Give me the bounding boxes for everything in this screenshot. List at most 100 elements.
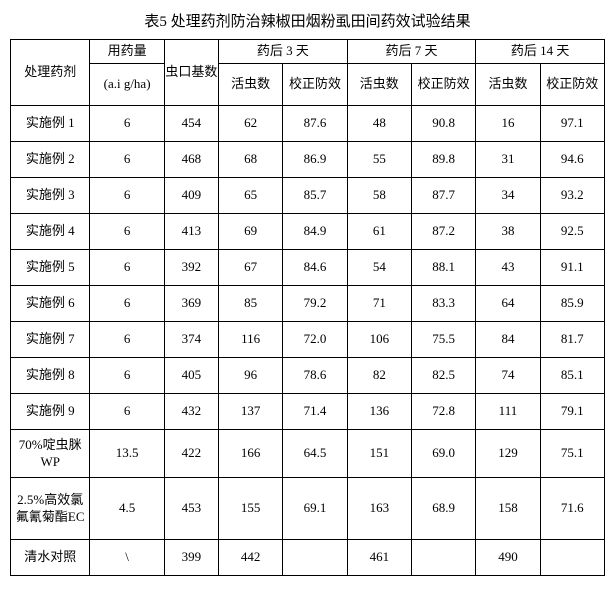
- header-d7-corr: 校正防效: [411, 64, 475, 106]
- table-row: 2.5%高效氯氟氰菊酯EC4.545315569.116368.915871.6: [11, 478, 605, 540]
- efficacy-table: 处理药剂 用药量 虫口基数 药后 3 天 药后 7 天 药后 14 天 (a.i…: [10, 39, 605, 576]
- cell-d14b: 79.1: [540, 394, 604, 430]
- cell-d7a: 61: [347, 214, 411, 250]
- cell-d7a: 55: [347, 142, 411, 178]
- cell-d3a: 69: [219, 214, 283, 250]
- header-d14-corr: 校正防效: [540, 64, 604, 106]
- table-row: 实施例 464136984.96187.23892.5: [11, 214, 605, 250]
- cell-d7b: 88.1: [411, 250, 475, 286]
- cell-d7a: 136: [347, 394, 411, 430]
- cell-d14a: 158: [476, 478, 540, 540]
- cell-d14a: 64: [476, 286, 540, 322]
- cell-base: 413: [164, 214, 218, 250]
- cell-d14b: 92.5: [540, 214, 604, 250]
- cell-d3b: 87.6: [283, 106, 347, 142]
- cell-d14b: 81.7: [540, 322, 604, 358]
- cell-d3a: 67: [219, 250, 283, 286]
- cell-d7a: 82: [347, 358, 411, 394]
- cell-d14a: 16: [476, 106, 540, 142]
- cell-d3a: 166: [219, 430, 283, 478]
- cell-dose: 4.5: [90, 478, 164, 540]
- cell-d3b: 85.7: [283, 178, 347, 214]
- cell-name: 2.5%高效氯氟氰菊酯EC: [11, 478, 90, 540]
- cell-d7a: 163: [347, 478, 411, 540]
- cell-name: 实施例 7: [11, 322, 90, 358]
- cell-d7b: [411, 540, 475, 576]
- table-row: 清水对照\399442461490: [11, 540, 605, 576]
- cell-d7b: 72.8: [411, 394, 475, 430]
- cell-d3a: 137: [219, 394, 283, 430]
- cell-d7b: 82.5: [411, 358, 475, 394]
- cell-d3a: 65: [219, 178, 283, 214]
- cell-name: 70%啶虫脒WP: [11, 430, 90, 478]
- cell-d7b: 87.7: [411, 178, 475, 214]
- table-row: 实施例 264686886.95589.83194.6: [11, 142, 605, 178]
- cell-dose: 6: [90, 106, 164, 142]
- cell-base: 453: [164, 478, 218, 540]
- cell-d14a: 34: [476, 178, 540, 214]
- cell-dose: 6: [90, 322, 164, 358]
- cell-dose: 13.5: [90, 430, 164, 478]
- cell-d7b: 87.2: [411, 214, 475, 250]
- cell-d14b: 97.1: [540, 106, 604, 142]
- cell-d14b: 85.1: [540, 358, 604, 394]
- cell-dose: 6: [90, 214, 164, 250]
- header-d3-live: 活虫数: [219, 64, 283, 106]
- cell-d7a: 54: [347, 250, 411, 286]
- cell-d7b: 89.8: [411, 142, 475, 178]
- cell-dose: 6: [90, 178, 164, 214]
- cell-base: 422: [164, 430, 218, 478]
- cell-name: 实施例 9: [11, 394, 90, 430]
- cell-d3b: [283, 540, 347, 576]
- table-row: 实施例 364096585.75887.73493.2: [11, 178, 605, 214]
- header-d7-live: 活虫数: [347, 64, 411, 106]
- table-row: 实施例 164546287.64890.81697.1: [11, 106, 605, 142]
- cell-d3a: 116: [219, 322, 283, 358]
- cell-d7a: 106: [347, 322, 411, 358]
- header-day14: 药后 14 天: [476, 40, 605, 64]
- cell-dose: 6: [90, 394, 164, 430]
- cell-d3a: 62: [219, 106, 283, 142]
- cell-base: 454: [164, 106, 218, 142]
- cell-name: 实施例 3: [11, 178, 90, 214]
- cell-name: 实施例 1: [11, 106, 90, 142]
- table-row: 实施例 7637411672.010675.58481.7: [11, 322, 605, 358]
- cell-base: 409: [164, 178, 218, 214]
- cell-d14a: 74: [476, 358, 540, 394]
- cell-d3b: 78.6: [283, 358, 347, 394]
- cell-base: 369: [164, 286, 218, 322]
- cell-d3b: 71.4: [283, 394, 347, 430]
- cell-base: 374: [164, 322, 218, 358]
- cell-d14a: 111: [476, 394, 540, 430]
- cell-name: 实施例 5: [11, 250, 90, 286]
- cell-d14a: 31: [476, 142, 540, 178]
- table-body: 实施例 164546287.64890.81697.1实施例 264686886…: [11, 106, 605, 576]
- cell-d14b: 93.2: [540, 178, 604, 214]
- cell-d3b: 64.5: [283, 430, 347, 478]
- cell-d14b: 71.6: [540, 478, 604, 540]
- cell-dose: 6: [90, 358, 164, 394]
- cell-d14b: 75.1: [540, 430, 604, 478]
- cell-name: 实施例 2: [11, 142, 90, 178]
- cell-d7a: 461: [347, 540, 411, 576]
- header-d3-corr: 校正防效: [283, 64, 347, 106]
- cell-d14a: 43: [476, 250, 540, 286]
- cell-name: 实施例 6: [11, 286, 90, 322]
- cell-d7b: 68.9: [411, 478, 475, 540]
- cell-d14a: 38: [476, 214, 540, 250]
- cell-d3a: 155: [219, 478, 283, 540]
- cell-d14a: 84: [476, 322, 540, 358]
- cell-name: 清水对照: [11, 540, 90, 576]
- table-row: 实施例 663698579.27183.36485.9: [11, 286, 605, 322]
- cell-base: 468: [164, 142, 218, 178]
- cell-d7a: 48: [347, 106, 411, 142]
- header-name: 处理药剂: [11, 40, 90, 106]
- cell-d7b: 90.8: [411, 106, 475, 142]
- cell-d3b: 79.2: [283, 286, 347, 322]
- cell-dose: 6: [90, 286, 164, 322]
- cell-d3a: 85: [219, 286, 283, 322]
- header-day7: 药后 7 天: [347, 40, 476, 64]
- cell-name: 实施例 8: [11, 358, 90, 394]
- cell-d3b: 72.0: [283, 322, 347, 358]
- header-d14-live: 活虫数: [476, 64, 540, 106]
